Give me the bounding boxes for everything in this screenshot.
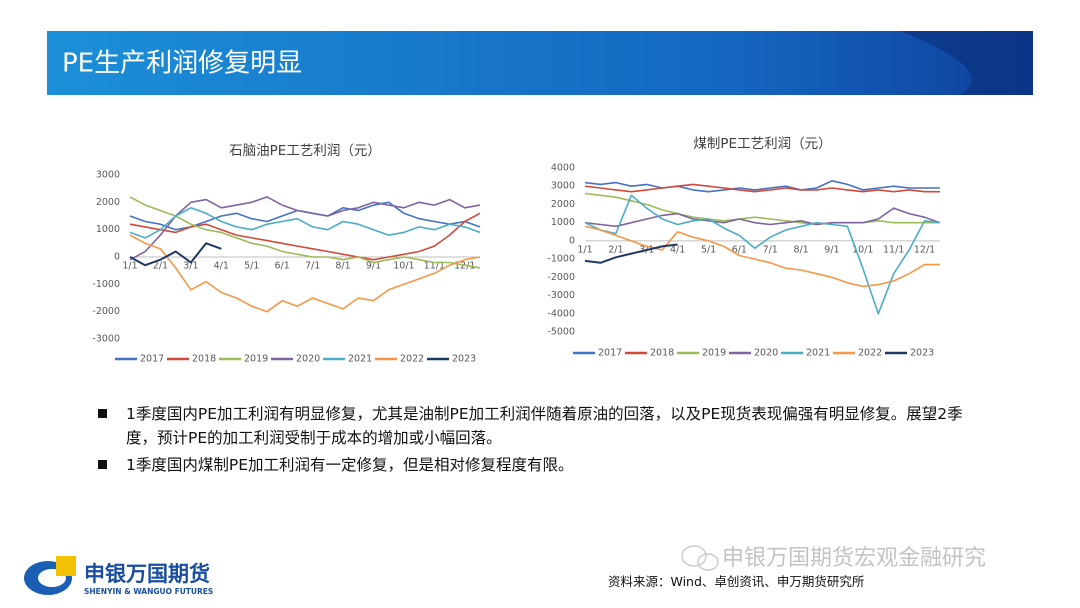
- chart-title: 煤制PE工艺利润（元）: [693, 136, 831, 152]
- legend-label: 2020: [754, 348, 778, 359]
- series-line: [129, 201, 481, 231]
- series-line: [584, 243, 678, 264]
- header-band: [47, 31, 1033, 95]
- logo-square: [56, 556, 76, 576]
- y-tick-label: 0: [569, 235, 575, 246]
- y-tick-label: -4000: [547, 308, 575, 319]
- legend-label: 2019: [244, 354, 268, 365]
- series-line: [584, 225, 940, 288]
- legend-label: 2017: [598, 348, 622, 359]
- y-tick-label: 2000: [551, 199, 575, 210]
- x-tick-label: 1/1: [577, 244, 592, 255]
- x-tick-label: 10/1: [393, 261, 414, 272]
- x-tick-label: 1/1: [122, 261, 137, 272]
- bullet: 1季度国内煤制PE加工利润有一定修复，但是相对修复程度有限。: [96, 453, 966, 477]
- series-line: [129, 196, 481, 269]
- y-tick-label: -3000: [547, 290, 575, 301]
- y-tick-label: 3000: [551, 181, 575, 192]
- x-tick-label: 6/1: [275, 261, 290, 272]
- x-tick-label: 4/1: [214, 261, 229, 272]
- watermark: 申银万国期货宏观金融研究: [681, 545, 986, 571]
- legend-label: 2021: [806, 348, 830, 359]
- legend-label: 2017: [140, 354, 164, 365]
- x-tick-label: 3/1: [183, 261, 198, 272]
- legend-label: 2020: [296, 354, 320, 365]
- legend-label: 2022: [858, 348, 882, 359]
- y-tick-label: 1000: [551, 217, 575, 228]
- watermark-icon: [697, 553, 719, 571]
- x-tick-label: 5/1: [244, 261, 259, 272]
- x-tick-label: 12/1: [914, 244, 935, 255]
- series-line: [584, 194, 941, 315]
- series-line: [129, 207, 481, 239]
- y-tick-label: 4000: [551, 163, 575, 174]
- x-tick-label: 11/1: [424, 261, 445, 272]
- series-line: [584, 207, 941, 228]
- x-tick-label: 9/1: [366, 261, 381, 272]
- y-tick-label: -1000: [92, 279, 120, 290]
- x-tick-label: 7/1: [763, 244, 778, 255]
- series-line: [129, 234, 481, 313]
- y-tick-label: -5000: [547, 327, 575, 338]
- source-note: 资料来源：Wind、卓创资讯、申万期货研究所: [608, 574, 865, 589]
- legend-label: 2018: [192, 354, 216, 365]
- logo-name: 申银万国期货: [84, 562, 210, 586]
- y-tick-label: -2000: [92, 306, 120, 317]
- series-line: [129, 212, 481, 261]
- legend-label: 2019: [702, 348, 726, 359]
- legend-label: 2022: [400, 354, 424, 365]
- x-tick-label: 10/1: [852, 244, 873, 255]
- series-line: [129, 242, 222, 267]
- logo-english: SHENYIN & WANGUO FUTURES: [84, 587, 213, 596]
- x-tick-label: 5/1: [701, 244, 716, 255]
- legend-label: 2023: [452, 354, 476, 365]
- legend-label: 2018: [650, 348, 674, 359]
- y-tick-label: 2000: [96, 197, 120, 208]
- bullet: 1季度国内PE加工利润有明显修复，尤其是油制PE加工利润伴随着原油的回落，以及P…: [96, 402, 966, 450]
- legend-label: 2023: [910, 348, 934, 359]
- watermark-icon: [681, 545, 707, 567]
- y-tick-label: -3000: [92, 334, 120, 345]
- x-tick-label: 4/1: [670, 244, 685, 255]
- bullet-list: 1季度国内PE加工利润有明显修复，尤其是油制PE加工利润伴随着原油的回落，以及P…: [96, 402, 966, 480]
- y-tick-label: 3000: [96, 170, 120, 181]
- y-tick-label: 0: [114, 252, 120, 263]
- logo: 申银万国期货 SHENYIN & WANGUO FUTURES: [24, 556, 213, 596]
- legend-label: 2021: [348, 354, 372, 365]
- series-line: [584, 192, 940, 226]
- series-line: [584, 183, 940, 193]
- y-tick-label: -2000: [547, 272, 575, 283]
- series-line: [584, 180, 940, 193]
- chart-title: 石脑油PE工艺利润（元）: [229, 143, 381, 159]
- watermark-text: 申银万国期货宏观金融研究: [722, 546, 986, 571]
- x-tick-label: 11/1: [883, 244, 904, 255]
- y-tick-label: 1000: [96, 224, 120, 235]
- x-tick-label: 2/1: [153, 261, 168, 272]
- x-tick-label: 6/1: [732, 244, 747, 255]
- header-title: PE生产利润修复明显: [62, 49, 302, 79]
- header-swoosh: [900, 31, 1033, 95]
- series-line: [129, 196, 481, 261]
- y-tick-label: -1000: [547, 254, 575, 265]
- x-tick-label: 9/1: [824, 244, 839, 255]
- x-tick-label: 8/1: [335, 261, 350, 272]
- x-tick-label: 7/1: [305, 261, 320, 272]
- x-tick-label: 2/1: [608, 244, 623, 255]
- x-tick-label: 8/1: [793, 244, 808, 255]
